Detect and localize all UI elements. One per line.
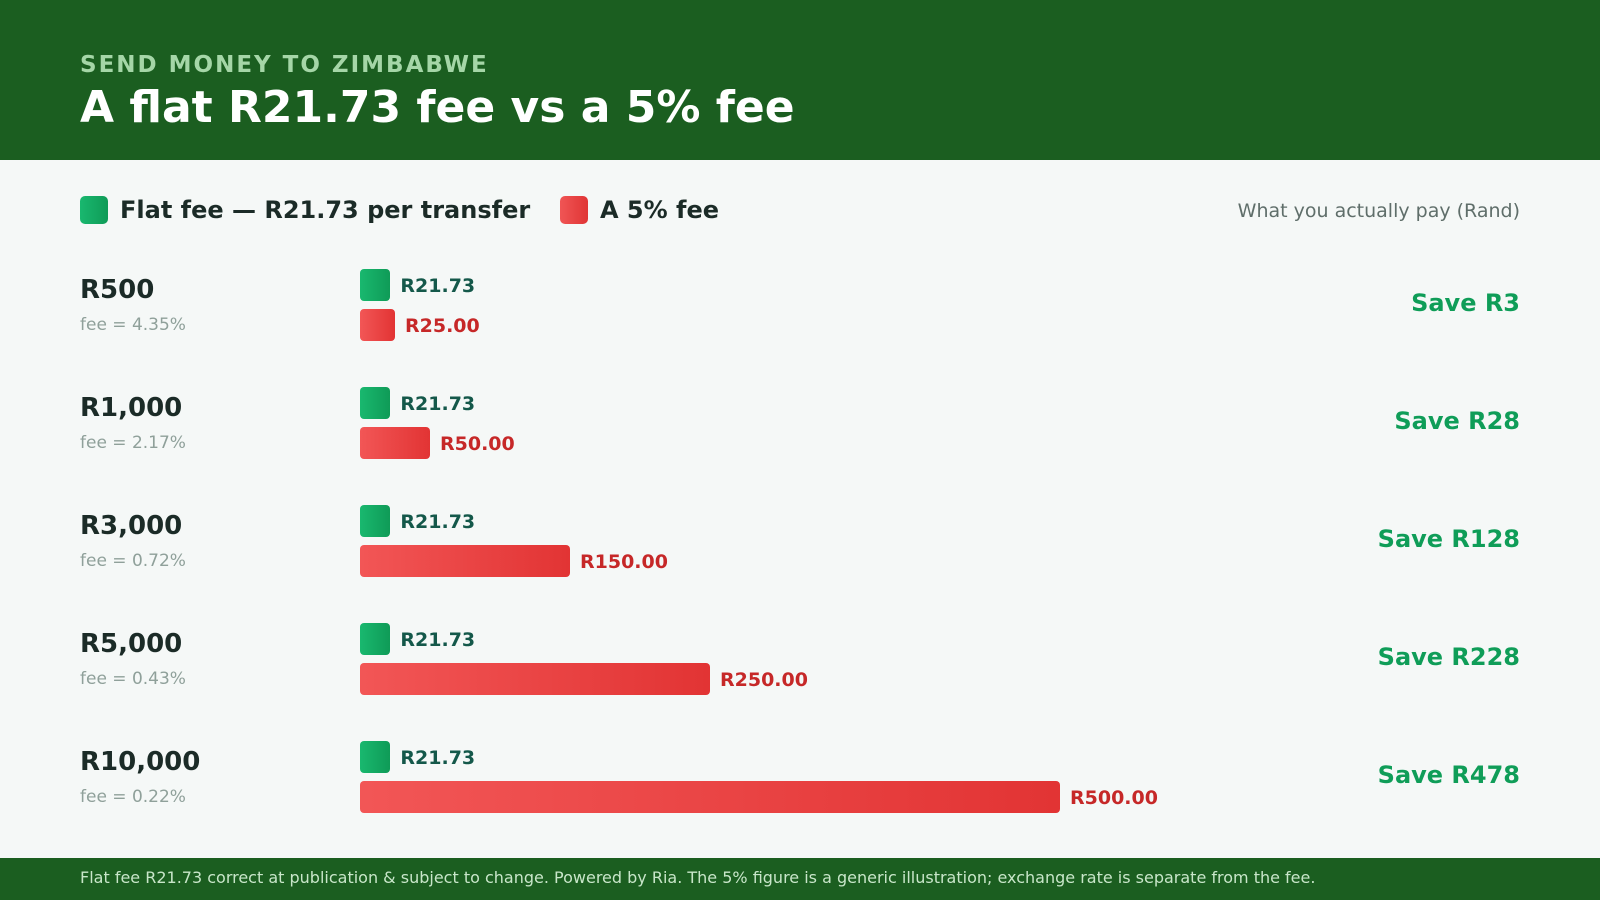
legend-label-flat: Flat fee — R21.73 per transfer xyxy=(120,196,531,224)
row-amount: R10,000 xyxy=(80,747,201,777)
bar-label-flat-fee: R21.73 xyxy=(400,629,476,651)
bar-flat-fee xyxy=(360,623,391,655)
legend-swatch-pct xyxy=(560,196,588,224)
page-title: A flat R21.73 fee vs a 5% fee xyxy=(80,82,795,133)
row-savings: Save R478 xyxy=(1377,761,1520,789)
legend-label-pct: A 5% fee xyxy=(600,196,720,224)
row-amount: R1,000 xyxy=(80,393,183,423)
bar-label-flat-fee: R21.73 xyxy=(400,275,476,297)
chart-row: R5,000 fee = 0.43% R21.73 R250.00 Save R228 xyxy=(0,623,1600,729)
row-fee-percent: fee = 2.17% xyxy=(80,433,186,453)
row-amount: R5,000 xyxy=(80,629,183,659)
chart-row: R10,000 fee = 0.22% R21.73 R500.00 Save R478 xyxy=(0,741,1600,847)
legend-item-pct: A 5% fee xyxy=(560,196,719,224)
chart-row: R1,000 fee = 2.17% R21.73 R50.00 Save R28 xyxy=(0,387,1600,493)
bar-flat-fee xyxy=(360,387,391,419)
bar-label-flat-fee: R21.73 xyxy=(400,747,476,769)
legend-swatch-flat xyxy=(80,196,108,224)
row-fee-percent: fee = 4.35% xyxy=(80,315,186,335)
row-amount: R3,000 xyxy=(80,511,183,541)
bar-label-percent-fee: R50.00 xyxy=(440,433,515,455)
bar-label-flat-fee: R21.73 xyxy=(400,511,476,533)
row-fee-percent: fee = 0.72% xyxy=(80,551,186,571)
bar-percent-fee xyxy=(360,427,430,459)
row-savings: Save R3 xyxy=(1411,289,1520,317)
bar-label-flat-fee: R21.73 xyxy=(400,393,476,415)
row-fee-percent: fee = 0.22% xyxy=(80,787,186,807)
header-banner: SEND MONEY TO ZIMBABWE A flat R21.73 fee… xyxy=(0,0,1600,160)
bar-percent-fee xyxy=(360,781,1060,813)
row-savings: Save R228 xyxy=(1377,643,1520,671)
bar-flat-fee xyxy=(360,741,391,773)
footer-banner: Flat fee R21.73 correct at publication &… xyxy=(0,858,1600,900)
bar-flat-fee xyxy=(360,269,391,301)
row-savings: Save R128 xyxy=(1377,525,1520,553)
bar-label-percent-fee: R250.00 xyxy=(720,669,808,691)
header-kicker: SEND MONEY TO ZIMBABWE xyxy=(80,52,489,78)
chart-row: R3,000 fee = 0.72% R21.73 R150.00 Save R128 xyxy=(0,505,1600,611)
footer-disclaimer: Flat fee R21.73 correct at publication &… xyxy=(80,868,1316,887)
bar-percent-fee xyxy=(360,663,710,695)
legend-item-flat: Flat fee — R21.73 per transfer xyxy=(80,196,530,224)
bar-label-percent-fee: R500.00 xyxy=(1070,787,1158,809)
bar-flat-fee xyxy=(360,505,391,537)
axis-note: What you actually pay (Rand) xyxy=(1237,200,1520,222)
bar-label-percent-fee: R150.00 xyxy=(580,551,668,573)
row-amount: R500 xyxy=(80,275,155,305)
chart-row: R500 fee = 4.35% R21.73 R25.00 Save R3 xyxy=(0,269,1600,375)
bar-percent-fee xyxy=(360,309,395,341)
bar-label-percent-fee: R25.00 xyxy=(405,315,480,337)
row-savings: Save R28 xyxy=(1394,407,1520,435)
bar-percent-fee xyxy=(360,545,570,577)
row-fee-percent: fee = 0.43% xyxy=(80,669,186,689)
